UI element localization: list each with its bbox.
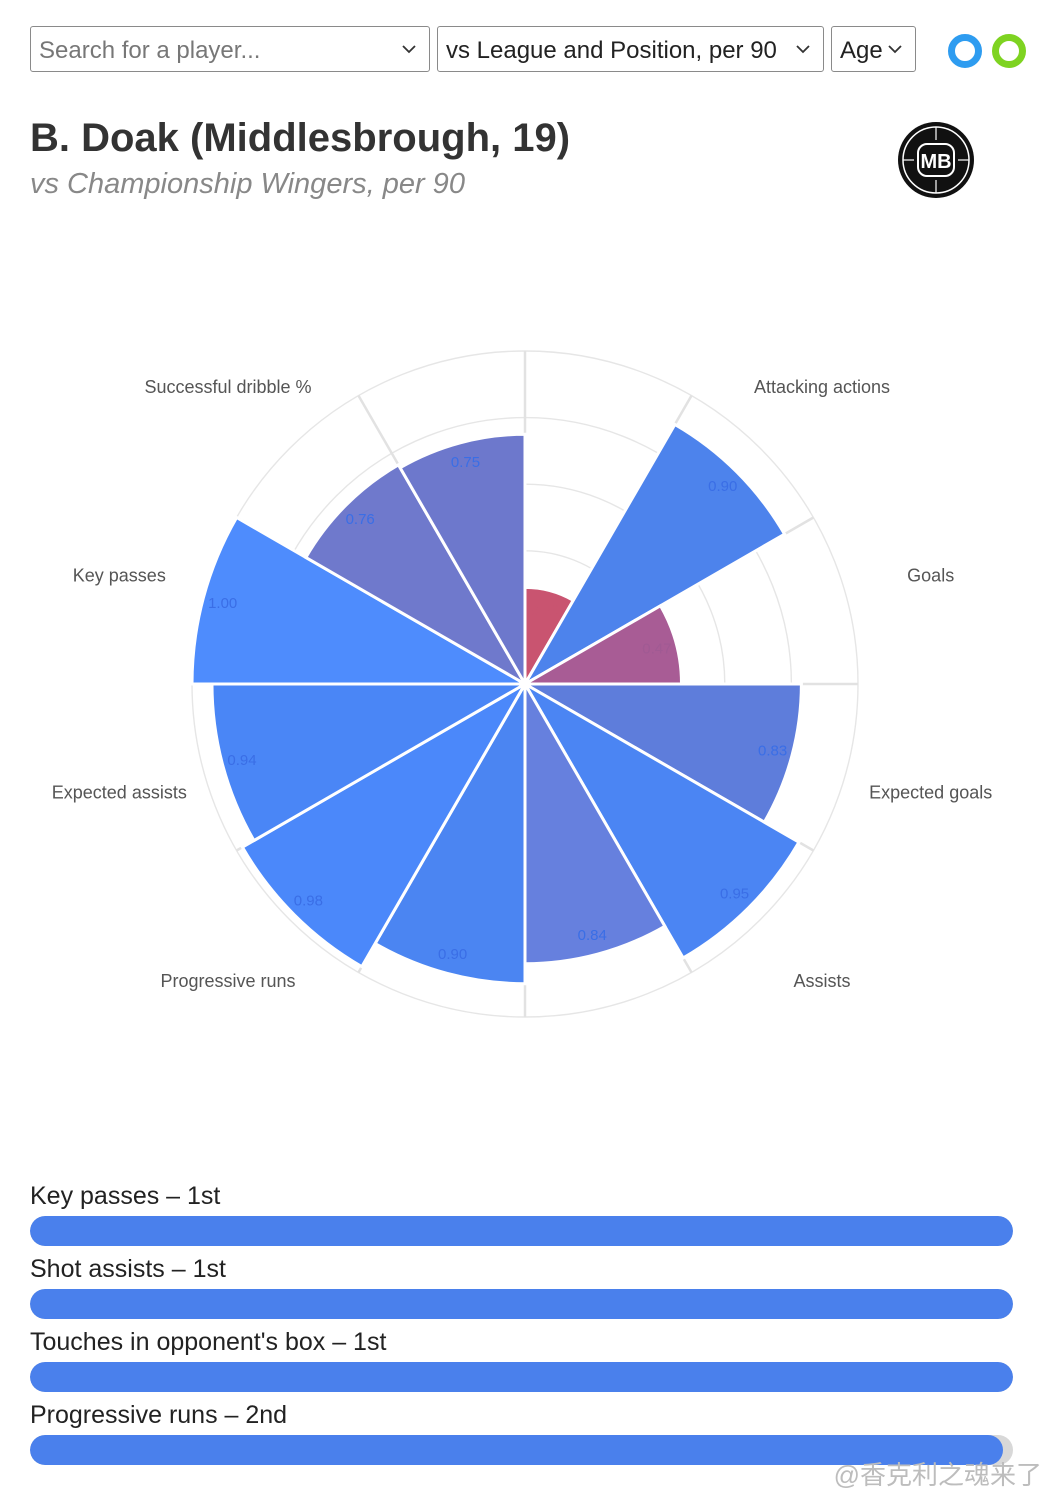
club-logo: MB [898,122,974,198]
page-title: B. Doak (Middlesbrough, 19) [30,116,571,160]
rank-bar-fill [30,1362,1013,1392]
value-label: 0.95 [720,886,749,903]
watermark: @香克利之魂来了 [833,1460,1042,1490]
comparison-select[interactable]: vs League and Position, per 90 [437,26,824,72]
rank-bar-item: Key passes – 1st [30,1182,1015,1246]
value-label: 0.83 [758,742,787,759]
value-label: 0.47 [642,641,671,658]
bar-wedge-2 [520,422,787,689]
category-label: Key passes [73,565,166,585]
bar-wedge-11 [303,462,530,689]
value-label: 0.94 [227,752,256,769]
category-label: Expected goals [869,783,992,803]
value-label: 0.98 [294,893,323,910]
age-select[interactable]: Age [831,26,916,72]
chevron-down-icon [402,45,416,54]
rank-bar-item: Shot assists – 1st [30,1255,1015,1319]
value-label: 0.90 [708,478,737,495]
category-label: Progressive runs [160,971,295,991]
category-label: Goals [907,565,954,585]
polar-bar-chart: 0.29 0.90 0.47 0.83 0.95 0.84 0.90 0.98 0.94 1.00… [52,350,992,1018]
value-label: 1.00 [208,595,237,612]
rank-bar-fill [30,1435,1004,1465]
chevron-down-icon [796,45,810,54]
rank-bar-label: Key passes – 1st [30,1182,221,1210]
player-search-placeholder: Search for a player... [39,37,261,64]
page-subtitle: vs Championship Wingers, per 90 [30,168,465,200]
rank-bar-label: Progressive runs – 2nd [30,1401,288,1429]
value-label: 0.84 [578,927,607,944]
bar-wedge-7 [373,678,527,986]
svg-text:MB: MB [920,151,951,173]
age-value: Age [840,37,883,64]
value-label: 0.75 [451,454,480,471]
rank-bar-track [30,1289,1013,1319]
value-label: 0.76 [346,511,375,528]
chevron-down-icon [888,45,902,54]
rank-bar-item: Progressive runs – 2nd [30,1401,1015,1465]
rank-bar-fill [30,1289,1013,1319]
rank-bar-track [30,1362,1013,1392]
bar-wedge-6 [523,678,667,966]
green-ring-toggle[interactable] [992,34,1026,68]
category-label: Assists [793,971,850,991]
value-label: 0.29 [530,602,559,619]
bar-wedge-12 [398,432,527,690]
bar-wedge-8 [240,679,530,969]
rank-bar-item: Touches in opponent's box – 1st [30,1328,1015,1392]
bar-wedge-9 [210,682,531,843]
bar-wedge-10 [190,515,531,686]
value-label: 0.90 [438,946,467,963]
rank-bar-track [30,1435,1013,1465]
bar-wedge-5 [520,679,802,961]
rank-bar-track [30,1216,1013,1246]
category-label: Attacking actions [754,377,890,397]
rank-bar-label: Touches in opponent's box – 1st [30,1328,387,1356]
comparison-value: vs League and Position, per 90 [446,37,777,64]
category-label: Successful dribble % [144,377,311,397]
blue-ring-toggle[interactable] [948,34,982,68]
rank-bar-label: Shot assists – 1st [30,1255,226,1283]
player-search-select[interactable]: Search for a player... [30,26,430,72]
category-label: Expected assists [52,783,187,803]
rank-bar-fill [30,1216,1013,1246]
bar-wedge-4 [519,682,803,825]
